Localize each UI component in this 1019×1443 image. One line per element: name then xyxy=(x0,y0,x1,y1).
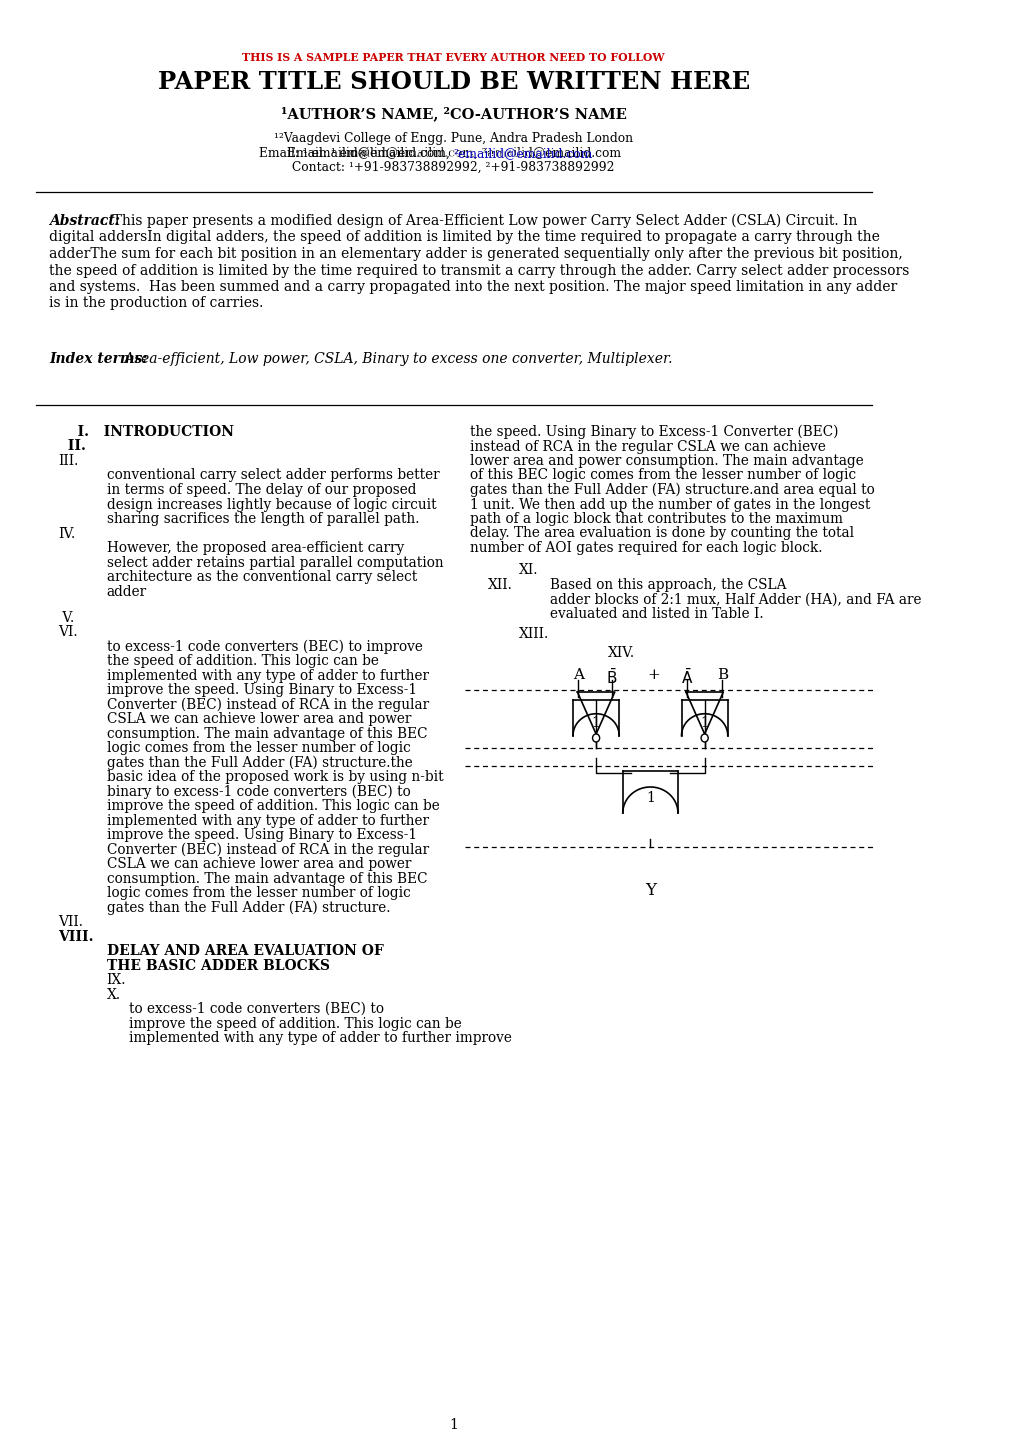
Text: Area-efficient, Low power, CSLA, Binary to excess one converter, Multiplexer.: Area-efficient, Low power, CSLA, Binary … xyxy=(120,352,672,367)
Text: XIII.: XIII. xyxy=(519,628,548,642)
Text: the speed of addition is limited by the time required to transmit a carry throug: the speed of addition is limited by the … xyxy=(49,264,908,277)
Text: 1: 1 xyxy=(645,791,654,805)
Text: implemented with any type of adder to further: implemented with any type of adder to fu… xyxy=(107,668,428,683)
Text: ¹²Vaagdevi College of Engg. Pune, Andra Pradesh London: ¹²Vaagdevi College of Engg. Pune, Andra … xyxy=(274,131,633,144)
Text: adderThe sum for each bit position in an elementary adder is generated sequentia: adderThe sum for each bit position in an… xyxy=(49,247,902,261)
Text: conventional carry select adder performs better: conventional carry select adder performs… xyxy=(107,469,439,482)
Text: XI.: XI. xyxy=(519,564,538,577)
Text: logic comes from the lesser number of logic: logic comes from the lesser number of lo… xyxy=(107,742,410,755)
Text: improve the speed of addition. This logic can be: improve the speed of addition. This logi… xyxy=(107,799,439,812)
Text: gates than the Full Adder (FA) structure.: gates than the Full Adder (FA) structure… xyxy=(107,900,390,915)
Text: lower area and power consumption. The main advantage: lower area and power consumption. The ma… xyxy=(470,455,863,468)
Text: V.: V. xyxy=(58,610,74,625)
Text: A: A xyxy=(573,668,583,683)
Text: logic comes from the lesser number of logic: logic comes from the lesser number of lo… xyxy=(107,886,410,900)
Text: improve the speed of addition. This logic can be: improve the speed of addition. This logi… xyxy=(128,1017,462,1030)
Text: 1 unit. We then add up the number of gates in the longest: 1 unit. We then add up the number of gat… xyxy=(470,498,869,511)
Text: is in the production of carries.: is in the production of carries. xyxy=(49,296,263,310)
Text: DELAY AND AREA EVALUATION OF: DELAY AND AREA EVALUATION OF xyxy=(107,944,383,958)
Text: the speed. Using Binary to Excess-1 Converter (BEC): the speed. Using Binary to Excess-1 Conv… xyxy=(470,426,838,439)
Text: improve the speed. Using Binary to Excess-1: improve the speed. Using Binary to Exces… xyxy=(107,683,417,697)
Text: VII.: VII. xyxy=(58,915,83,929)
Text: XII.: XII. xyxy=(487,579,512,592)
Text: I.   INTRODUCTION: I. INTRODUCTION xyxy=(58,426,233,439)
Text: Converter (BEC) instead of RCA in the regular: Converter (BEC) instead of RCA in the re… xyxy=(107,843,428,857)
Text: IX.: IX. xyxy=(107,973,126,987)
Text: to excess-1 code converters (BEC) to improve: to excess-1 code converters (BEC) to imp… xyxy=(107,639,422,654)
Text: ²emailid@emailid.com: ²emailid@emailid.com xyxy=(453,147,592,160)
Text: evaluated and listed in Table I.: evaluated and listed in Table I. xyxy=(549,608,762,620)
Text: sharing sacrifices the length of parallel path.: sharing sacrifices the length of paralle… xyxy=(107,512,419,527)
Text: and systems.  Has been summed and a carry propagated into the next position. The: and systems. Has been summed and a carry… xyxy=(49,280,897,294)
Text: CSLA we can achieve lower area and power: CSLA we can achieve lower area and power xyxy=(107,857,411,872)
Text: Email: ¹ emailid@emailid.com,: Email: ¹ emailid@emailid.com, xyxy=(356,147,550,160)
Text: implemented with any type of adder to further improve: implemented with any type of adder to fu… xyxy=(128,1032,512,1045)
Text: ¹AUTHOR’S NAME, ²CO-AUTHOR’S NAME: ¹AUTHOR’S NAME, ²CO-AUTHOR’S NAME xyxy=(280,105,626,121)
Text: CSLA we can achieve lower area and power: CSLA we can achieve lower area and power xyxy=(107,711,411,726)
Text: PAPER TITLE SHOULD BE WRITTEN HERE: PAPER TITLE SHOULD BE WRITTEN HERE xyxy=(158,71,749,94)
Text: THE BASIC ADDER BLOCKS: THE BASIC ADDER BLOCKS xyxy=(107,958,329,973)
Text: consumption. The main advantage of this BEC: consumption. The main advantage of this … xyxy=(107,872,427,886)
Text: Index terms:: Index terms: xyxy=(49,352,147,367)
Text: basic idea of the proposed work is by using n-bit: basic idea of the proposed work is by us… xyxy=(107,771,443,784)
Text: X.: X. xyxy=(107,987,121,1001)
Circle shape xyxy=(592,734,599,742)
Text: number of AOI gates required for each logic block.: number of AOI gates required for each lo… xyxy=(470,541,821,556)
Text: in terms of speed. The delay of our proposed: in terms of speed. The delay of our prop… xyxy=(107,483,416,496)
Text: 1: 1 xyxy=(699,716,708,730)
Text: gates than the Full Adder (FA) structure.and area equal to: gates than the Full Adder (FA) structure… xyxy=(470,483,873,498)
Text: III.: III. xyxy=(58,455,78,468)
Text: design increases lightly because of logic circuit: design increases lightly because of logi… xyxy=(107,498,436,511)
Text: Email: ¹ emailid@emailid.com, ²emailid@emailid.com: Email: ¹ emailid@emailid.com, ²emailid@e… xyxy=(286,147,621,160)
Text: $\bar{\mathrm{A}}$: $\bar{\mathrm{A}}$ xyxy=(680,668,692,687)
Text: However, the proposed area-efficient carry: However, the proposed area-efficient car… xyxy=(107,541,404,556)
Text: Converter (BEC) instead of RCA in the regular: Converter (BEC) instead of RCA in the re… xyxy=(107,697,428,711)
Text: Contact: ¹+91-983738892992, ²+91-983738892992: Contact: ¹+91-983738892992, ²+91-9837388… xyxy=(292,162,614,175)
Text: the speed of addition. This logic can be: the speed of addition. This logic can be xyxy=(107,654,378,668)
Text: gates than the Full Adder (FA) structure.the: gates than the Full Adder (FA) structure… xyxy=(107,756,412,771)
Text: of this BEC logic comes from the lesser number of logic: of this BEC logic comes from the lesser … xyxy=(470,469,855,482)
Text: improve the speed. Using Binary to Excess-1: improve the speed. Using Binary to Exces… xyxy=(107,828,417,843)
Text: THIS IS A SAMPLE PAPER THAT EVERY AUTHOR NEED TO FOLLOW: THIS IS A SAMPLE PAPER THAT EVERY AUTHOR… xyxy=(243,52,664,63)
Text: consumption. The main advantage of this BEC: consumption. The main advantage of this … xyxy=(107,727,427,740)
Text: digital addersIn digital adders, the speed of addition is limited by the time re: digital addersIn digital adders, the spe… xyxy=(49,231,879,244)
Text: Based on this approach, the CSLA: Based on this approach, the CSLA xyxy=(549,579,786,592)
Text: binary to excess-1 code converters (BEC) to: binary to excess-1 code converters (BEC)… xyxy=(107,785,410,799)
Text: delay. The area evaluation is done by counting the total: delay. The area evaluation is done by co… xyxy=(470,527,853,541)
Text: B: B xyxy=(716,668,728,683)
Text: $\bar{\mathrm{B}}$: $\bar{\mathrm{B}}$ xyxy=(606,668,618,687)
Text: 1: 1 xyxy=(449,1418,458,1431)
Text: Email: ¹ emailid@emailid.com,: Email: ¹ emailid@emailid.com, xyxy=(259,147,453,160)
Text: Abstract:: Abstract: xyxy=(49,214,119,228)
Circle shape xyxy=(700,734,707,742)
Text: Y: Y xyxy=(644,882,655,899)
Text: instead of RCA in the regular CSLA we can achieve: instead of RCA in the regular CSLA we ca… xyxy=(470,440,824,453)
Text: adder blocks of 2:1 mux, Half Adder (HA), and FA are: adder blocks of 2:1 mux, Half Adder (HA)… xyxy=(549,593,920,606)
Text: XIV.: XIV. xyxy=(607,646,634,659)
Text: VIII.: VIII. xyxy=(58,929,94,944)
Text: IV.: IV. xyxy=(58,527,75,541)
Text: implemented with any type of adder to further: implemented with any type of adder to fu… xyxy=(107,814,428,828)
Text: to excess-1 code converters (BEC) to: to excess-1 code converters (BEC) to xyxy=(128,1001,383,1016)
Text: select adder retains partial parallel computation: select adder retains partial parallel co… xyxy=(107,556,443,570)
Text: . This paper presents a modified design of Area-Efficient Low power Carry Select: . This paper presents a modified design … xyxy=(104,214,857,228)
Text: path of a logic block that contributes to the maximum: path of a logic block that contributes t… xyxy=(470,512,842,527)
Text: II.: II. xyxy=(58,440,86,453)
Text: architecture as the conventional carry select: architecture as the conventional carry s… xyxy=(107,570,417,584)
Text: 1: 1 xyxy=(591,716,600,730)
Text: VI.: VI. xyxy=(58,625,77,639)
Text: +: + xyxy=(647,668,659,683)
Text: adder: adder xyxy=(107,584,147,599)
